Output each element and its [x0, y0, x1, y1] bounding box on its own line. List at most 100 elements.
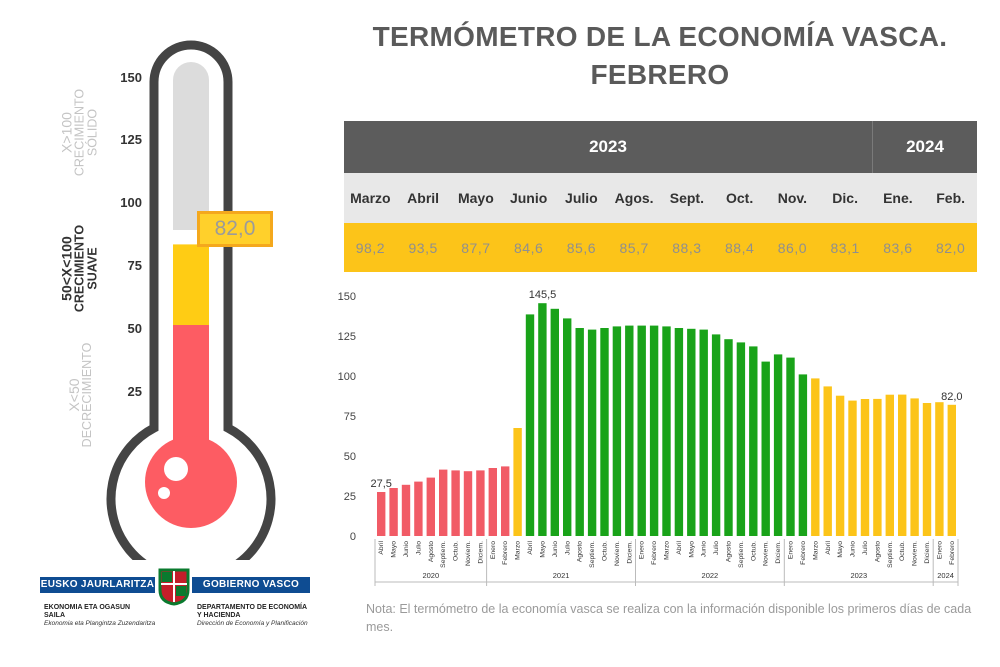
bar — [401, 484, 411, 536]
bar — [935, 402, 944, 536]
bar — [600, 328, 609, 536]
bulb-highlight-small — [158, 487, 170, 499]
bar — [662, 326, 671, 536]
scale-label-75: 75 — [127, 258, 142, 273]
x-tick-label: Mayo — [688, 541, 695, 558]
x-tick-label: Junio — [701, 541, 708, 557]
x-tick-label: Diciem. — [924, 541, 931, 564]
x-tick-label: Abril — [676, 541, 683, 555]
scale-label-125: 125 — [120, 132, 142, 147]
bar — [773, 354, 783, 536]
bar — [811, 378, 820, 536]
bar — [550, 308, 559, 536]
x-tick-label: Febrero — [651, 541, 658, 565]
x-tick-label: Mayo — [837, 541, 844, 558]
y-tick-label: 25 — [344, 491, 356, 503]
bar — [736, 342, 746, 536]
title-line-2: FEBRERO — [590, 59, 730, 90]
data-label: 145,5 — [529, 289, 557, 301]
bar — [823, 386, 832, 536]
bar — [377, 492, 386, 536]
table-year-row: 2023 2024 — [344, 121, 977, 173]
x-tick-label: Noviem. — [465, 541, 472, 566]
bar — [674, 328, 684, 536]
bar — [625, 325, 634, 536]
x-tick-label: Marzo — [515, 541, 522, 560]
data-label: 27,5 — [370, 478, 391, 490]
bar — [786, 357, 795, 536]
year-group-label: 2021 — [553, 571, 570, 580]
value-cell: 88,3 — [672, 239, 702, 256]
bar — [835, 395, 845, 536]
x-tick-label: Septiem. — [440, 541, 447, 568]
left-org-name: EKONOMIA ETA OGASUN SAILA — [44, 604, 131, 619]
value-cell: 83,6 — [883, 239, 913, 256]
year-group-label: 2022 — [702, 571, 719, 580]
bar — [898, 394, 907, 536]
bar — [649, 325, 659, 536]
x-tick-label: Agosto — [577, 541, 584, 562]
year-group-label: 2023 — [850, 571, 867, 580]
bar — [451, 470, 460, 536]
bar — [922, 403, 932, 536]
year-header-2024: 2024 — [906, 137, 944, 156]
scale-label-100: 100 — [120, 195, 142, 210]
x-tick-label: Julio — [415, 541, 422, 555]
value-cell: 85,6 — [566, 239, 596, 256]
x-tick-label: Junio — [552, 541, 559, 557]
bar — [749, 346, 758, 536]
bar — [439, 469, 448, 536]
thermometer-fill-yellow — [173, 244, 209, 326]
value-cell: 83,1 — [830, 239, 860, 256]
x-tick-label: Diciem. — [626, 541, 633, 564]
bar — [463, 471, 473, 536]
bar — [885, 394, 894, 536]
x-tick-label: Octub. — [750, 541, 757, 561]
year-group-label: 2024 — [937, 571, 954, 580]
x-tick-label: Enero — [490, 541, 497, 559]
x-tick-label: Agosto — [726, 541, 733, 562]
x-tick-label: Julio — [564, 541, 571, 555]
x-tick-label: Febrero — [502, 541, 509, 565]
bar — [488, 468, 497, 536]
month-cell: Marzo — [350, 190, 391, 206]
value-cell: 98,2 — [355, 239, 385, 256]
bar — [538, 303, 547, 536]
scale-label-25: 25 — [127, 384, 142, 399]
x-tick-label: Febrero — [949, 541, 956, 565]
logo-bar-spanish: GOBIERNO VASCO — [192, 577, 310, 593]
bar — [687, 328, 696, 536]
month-cell: Oct. — [726, 190, 754, 206]
month-cell: Agos. — [614, 190, 654, 206]
x-tick-label: Septiem. — [887, 541, 894, 568]
x-tick-label: Septiem. — [589, 541, 596, 568]
x-tick-label: Julio — [862, 541, 869, 555]
x-tick-label: Abril — [527, 541, 534, 555]
bulb-highlight-large — [164, 457, 188, 481]
footnote: Nota: El termómetro de la economía vasca… — [366, 602, 972, 634]
bar — [414, 481, 423, 536]
x-tick-label: Septiem. — [738, 541, 745, 568]
bar — [563, 318, 572, 536]
right-org-sub: Dirección de Economía y Planificación — [197, 620, 308, 627]
thermometer-fill-red — [173, 325, 209, 455]
x-tick-label: Mayo — [540, 541, 547, 558]
value-cell: 93,5 — [408, 239, 438, 256]
month-cell: Dic. — [832, 190, 858, 206]
x-tick-label: Abril — [825, 541, 832, 555]
bar — [873, 398, 882, 536]
bar — [711, 334, 721, 536]
x-tick-label: Noviem. — [912, 541, 919, 566]
x-tick-label: Junio — [850, 541, 857, 557]
x-tick-label: Octub. — [453, 541, 460, 561]
month-cell: Junio — [509, 190, 548, 206]
data-label: 82,0 — [941, 391, 962, 403]
y-tick-label: 0 — [350, 531, 356, 543]
bar — [860, 399, 870, 536]
right-org-name: DEPARTAMENTO DE ECONOMÍA Y HACIENDA — [197, 604, 308, 619]
month-cell: Abril — [407, 190, 440, 206]
x-tick-label: Diciem. — [775, 541, 782, 564]
logo-bar-basque: EUSKO JAURLARITZA — [40, 577, 155, 593]
value-cell: 85,7 — [619, 239, 649, 256]
bar — [848, 400, 857, 536]
